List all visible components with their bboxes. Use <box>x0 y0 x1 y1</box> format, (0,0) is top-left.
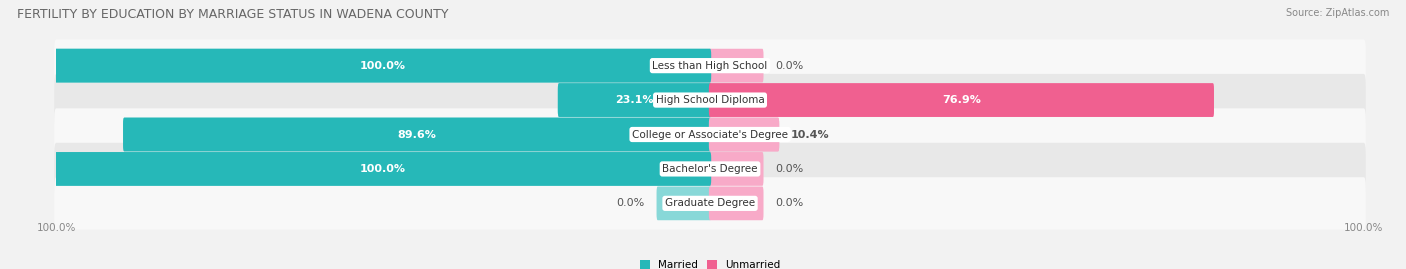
Text: Graduate Degree: Graduate Degree <box>665 198 755 208</box>
Legend: Married, Unmarried: Married, Unmarried <box>640 260 780 269</box>
FancyBboxPatch shape <box>709 83 1213 117</box>
Text: Bachelor's Degree: Bachelor's Degree <box>662 164 758 174</box>
Text: 0.0%: 0.0% <box>616 198 644 208</box>
FancyBboxPatch shape <box>709 186 763 220</box>
FancyBboxPatch shape <box>709 152 763 186</box>
FancyBboxPatch shape <box>55 143 1365 195</box>
Text: 76.9%: 76.9% <box>942 95 981 105</box>
Text: 23.1%: 23.1% <box>616 95 654 105</box>
Text: College or Associate's Degree: College or Associate's Degree <box>633 129 787 140</box>
FancyBboxPatch shape <box>709 49 763 83</box>
FancyBboxPatch shape <box>558 83 711 117</box>
FancyBboxPatch shape <box>558 83 711 117</box>
Text: Source: ZipAtlas.com: Source: ZipAtlas.com <box>1285 8 1389 18</box>
FancyBboxPatch shape <box>55 152 711 186</box>
Text: 89.6%: 89.6% <box>398 129 437 140</box>
Text: Less than High School: Less than High School <box>652 61 768 71</box>
FancyBboxPatch shape <box>55 108 1365 161</box>
FancyBboxPatch shape <box>709 118 779 151</box>
Text: High School Diploma: High School Diploma <box>655 95 765 105</box>
FancyBboxPatch shape <box>55 177 1365 229</box>
FancyBboxPatch shape <box>55 152 711 186</box>
Text: 0.0%: 0.0% <box>776 198 804 208</box>
FancyBboxPatch shape <box>55 40 1365 92</box>
FancyBboxPatch shape <box>657 186 711 220</box>
Text: 0.0%: 0.0% <box>776 164 804 174</box>
FancyBboxPatch shape <box>124 118 711 151</box>
Text: 100.0%: 100.0% <box>360 61 406 71</box>
FancyBboxPatch shape <box>55 74 1365 126</box>
FancyBboxPatch shape <box>55 49 711 83</box>
Text: 100.0%: 100.0% <box>360 164 406 174</box>
FancyBboxPatch shape <box>124 118 711 151</box>
Text: 0.0%: 0.0% <box>776 61 804 71</box>
FancyBboxPatch shape <box>55 49 711 83</box>
Text: 10.4%: 10.4% <box>792 129 830 140</box>
FancyBboxPatch shape <box>709 83 1213 117</box>
Text: FERTILITY BY EDUCATION BY MARRIAGE STATUS IN WADENA COUNTY: FERTILITY BY EDUCATION BY MARRIAGE STATU… <box>17 8 449 21</box>
FancyBboxPatch shape <box>709 118 779 151</box>
